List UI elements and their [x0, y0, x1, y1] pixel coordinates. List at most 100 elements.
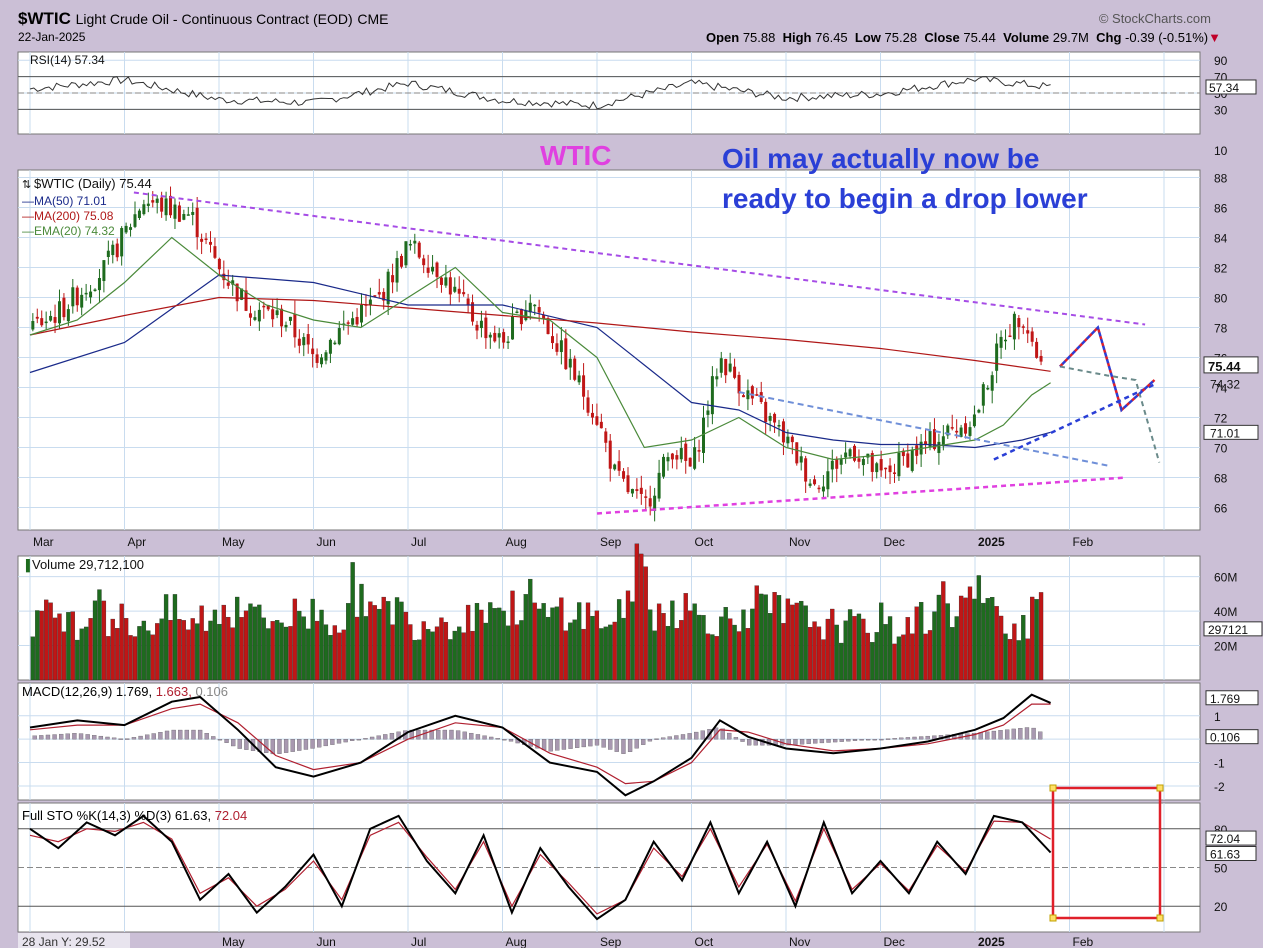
candle-down [617, 461, 621, 471]
candlestick-icon: ⇅ [22, 179, 31, 191]
volume-bar [66, 612, 71, 681]
macd-histogram-bar [184, 729, 190, 740]
candle-down [590, 412, 594, 418]
volume-bar [790, 604, 795, 681]
volume-label: Volume [1003, 30, 1050, 45]
volume-bar [918, 601, 924, 681]
candle-up [511, 315, 515, 340]
volume-bar [723, 607, 728, 681]
macd-histogram-bar [336, 739, 342, 744]
candle-up [173, 204, 177, 219]
volume-bar [661, 613, 666, 681]
macd-histogram-bar [105, 736, 110, 740]
volume-bar [70, 611, 75, 681]
candle-up [506, 341, 510, 344]
macd-histogram-bar [806, 739, 811, 744]
macd-histogram-bar [555, 739, 560, 751]
volume-bar [350, 562, 355, 681]
volume-bar [461, 632, 466, 681]
volume-bar [763, 594, 768, 681]
candle-up [49, 315, 53, 321]
volume-bar [30, 636, 35, 681]
sto-title: Full STO %K(14,3) %D(3) 61.63, 72.04 [22, 808, 247, 823]
volume-bar [270, 621, 275, 681]
candle-up [1012, 313, 1016, 340]
candle-up [497, 333, 501, 338]
y-tick-label: 90 [1214, 54, 1228, 68]
sto-d-value-box [1205, 830, 1257, 846]
candle-down [790, 436, 794, 443]
macd-histogram-bar [594, 739, 600, 746]
macd-histogram-bar [1024, 727, 1030, 740]
volume-bar [488, 602, 493, 681]
macd-histogram-bar [489, 736, 494, 740]
candle-up [106, 250, 110, 258]
candle-down [773, 413, 777, 423]
volume-bar [679, 620, 684, 681]
volume-bar [425, 629, 431, 681]
open-label: Open [705, 30, 740, 45]
x-tick-label: Sep [600, 535, 622, 549]
candle-up [413, 240, 417, 244]
volume-bar [972, 598, 977, 681]
candle-down [217, 258, 221, 270]
y-tick-label: 78 [1214, 322, 1228, 336]
volume-bar [958, 595, 964, 681]
volume-bar [621, 617, 626, 681]
candle-up [702, 417, 706, 453]
volume-bar [181, 620, 186, 681]
candle-down [639, 487, 643, 494]
volume-bar [927, 630, 933, 681]
volume-bar [323, 624, 329, 681]
volume-bar [443, 621, 449, 681]
panel-price [17, 169, 1201, 531]
volume-bar [954, 616, 959, 681]
macd-histogram-bar [985, 731, 990, 740]
last-close-value: 75.44 [1208, 359, 1241, 374]
volume-bar [803, 605, 808, 681]
volume-bar [465, 604, 471, 681]
sto-title-part: 72.04 [215, 808, 248, 823]
volume-bar [452, 630, 457, 681]
volume-bar [52, 617, 58, 681]
macd-histogram-bar [204, 733, 209, 740]
candle-up [31, 321, 35, 330]
candle-down [733, 366, 737, 378]
volume-icon: ▐ [22, 558, 30, 573]
highlight-box-handle [1049, 784, 1057, 792]
candle-up [302, 337, 306, 346]
candle-up [630, 488, 634, 494]
volume-bar [434, 626, 440, 681]
sto-k-line [29, 814, 1052, 921]
volume-bar [799, 600, 804, 681]
macd-histogram-bar [297, 739, 302, 751]
volume-bar [1038, 592, 1044, 681]
volume-bar [581, 628, 586, 681]
volume-bar [625, 590, 631, 681]
candle-down [755, 394, 759, 396]
volume-bar [865, 632, 870, 681]
volume-bar [514, 624, 520, 681]
symbol-description: Light Crude Oil - Continuous Contract (E… [75, 11, 353, 27]
volume-bar [230, 627, 235, 681]
candle-down [932, 429, 936, 450]
candle-up [1004, 339, 1008, 342]
macd-histogram-bar [1004, 729, 1010, 740]
volume-bar [816, 626, 822, 681]
x-tick-label: Dec [884, 535, 905, 549]
candle-down [550, 336, 554, 344]
stockcharts-brand[interactable]: © StockCharts.com [1098, 11, 1211, 26]
volume-bar [821, 639, 826, 681]
candle-up [431, 266, 435, 272]
volume-bar [630, 601, 635, 681]
volume-bar [572, 619, 577, 681]
volume-bar [990, 597, 995, 681]
candle-down [208, 241, 212, 245]
volume-bar [554, 606, 560, 681]
candle-up [102, 260, 106, 282]
candle-down [484, 317, 488, 339]
volume-bar [505, 625, 511, 681]
candle-up [986, 387, 990, 390]
volume-bar [208, 620, 213, 681]
candle-up [44, 321, 48, 324]
